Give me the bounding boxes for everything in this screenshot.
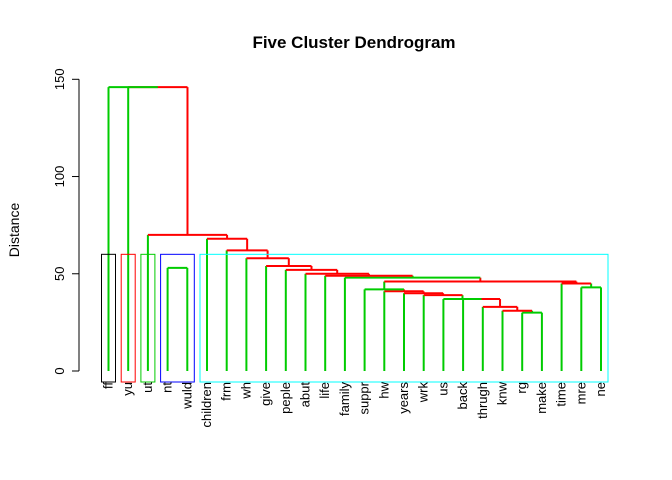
dendrogram-link [521,311,543,371]
leaf-label: time [554,382,569,407]
y-tick-label: 0 [52,367,67,374]
leaf-label: thrugh [475,382,490,419]
chart-title: Five Cluster Dendrogram [252,33,455,52]
leaf-label: hw [376,381,391,398]
leaf-label: give [258,382,273,406]
cluster-box [160,253,195,383]
leaf-label: children [199,382,214,428]
leaf-label: peple [278,382,293,414]
y-axis: 0 50 100 150 [52,68,80,375]
dendrogram-link [481,305,519,371]
leaf-label: family [337,382,352,416]
leaf-label: us [435,382,450,396]
dendrogram-link [560,282,593,371]
dendrogram-link [245,257,290,371]
leaf-label: wuld [179,382,194,410]
dendrogram-branches [107,86,602,371]
leaf-label: mre [573,382,588,404]
leaf-label: nt [160,382,175,393]
dendrogram-link [304,272,370,371]
leaf-labels: ff yu ut nt wuld children frm wh give peple abut li… [101,381,609,427]
leaf-label: ff [101,382,116,389]
dendrogram-link [127,86,189,371]
y-tick-label: 150 [52,68,67,90]
leaf-label: ne [593,382,608,396]
leaf-label: ut [140,382,155,393]
dendrogram-link [580,286,602,371]
leaf-label: frm [219,382,234,401]
dendrogram-link [383,280,578,290]
cluster-box [140,253,156,383]
leaf-label: yu [120,382,135,396]
dendrogram-link [284,268,339,371]
leaf-label: make [534,382,549,414]
y-axis-label: Distance [6,203,22,258]
leaf-label: back [455,382,470,410]
dendrogram-link [166,266,189,371]
leaf-label: years [396,382,411,414]
dendrogram-link [501,309,534,371]
cluster-box [120,253,136,383]
cluster-box [101,253,116,383]
dendrogram-root-link [107,86,159,371]
cluster-boxes [101,253,609,383]
leaf-label: wrk [416,382,431,404]
leaf-label: life [317,382,332,399]
leaf-label: abut [298,382,313,408]
cluster-box [199,253,609,383]
leaf-label: wh [238,382,253,400]
leaf-label: rg [514,382,529,394]
dendrogram-link [462,298,502,371]
y-tick-label: 100 [52,166,67,188]
leaf-label: knw [495,381,510,405]
y-tick-label: 50 [52,267,67,281]
leaf-label: suppr [357,381,372,414]
